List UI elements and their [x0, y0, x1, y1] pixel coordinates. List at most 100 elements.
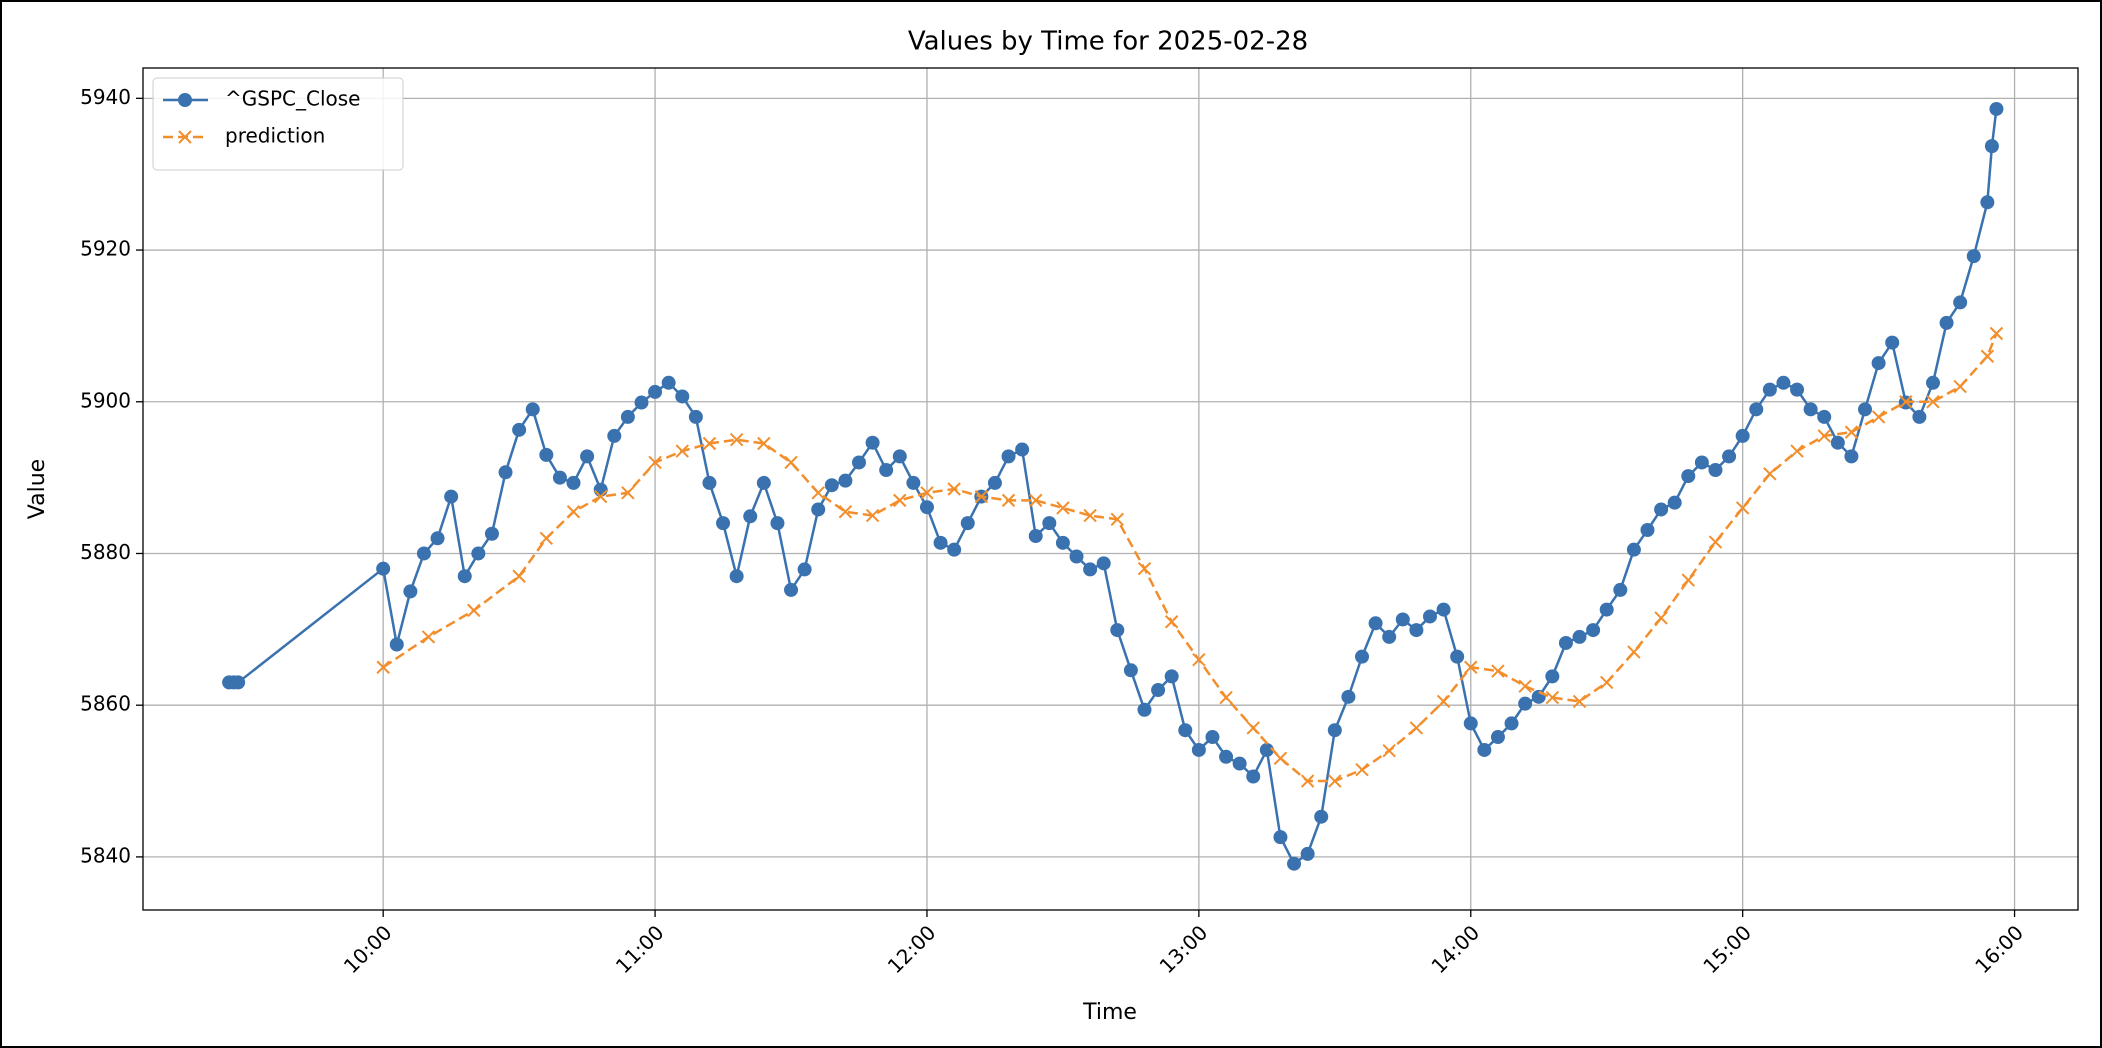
- data-point: [1164, 669, 1179, 684]
- data-point: [525, 402, 540, 417]
- data-point: [1300, 774, 1315, 788]
- data-point: [607, 428, 622, 443]
- data-point: [1273, 751, 1288, 765]
- data-point: [552, 470, 567, 485]
- data-point: [1681, 469, 1696, 484]
- data-point: [947, 542, 962, 557]
- data-point: [1137, 561, 1152, 576]
- data-point: [797, 562, 812, 577]
- data-point: [1518, 679, 1532, 693]
- data-point: [1096, 556, 1111, 571]
- data-point: [539, 531, 554, 546]
- data-point: [1001, 449, 1016, 464]
- data-point: [1137, 702, 1152, 717]
- y-axis-label: Value: [25, 459, 50, 519]
- data-point: [1490, 730, 1505, 745]
- data-point: [1694, 455, 1709, 470]
- data-point: [430, 531, 445, 546]
- data-point: [648, 384, 663, 399]
- data-point: [1817, 429, 1831, 443]
- data-point: [1885, 335, 1900, 350]
- data-point: [1055, 535, 1070, 550]
- data-point: [702, 475, 717, 490]
- legend-marker: [178, 130, 192, 144]
- data-point: [471, 546, 486, 561]
- data-point: [1355, 762, 1369, 777]
- data-point: [865, 435, 880, 450]
- data-point: [1192, 652, 1206, 667]
- data-point: [1368, 616, 1383, 631]
- data-point: [879, 463, 894, 478]
- data-point: [1450, 649, 1465, 664]
- data-point: [1871, 410, 1886, 424]
- data-point: [1572, 629, 1587, 644]
- data-point: [512, 569, 526, 583]
- data-point: [675, 444, 689, 458]
- data-point: [1980, 195, 1995, 210]
- data-point: [757, 436, 771, 451]
- data-point: [1219, 749, 1234, 764]
- y-tick-label: 5940: [80, 85, 131, 109]
- data-point: [1042, 516, 1057, 531]
- data-point: [1463, 716, 1478, 731]
- data-point: [457, 569, 472, 584]
- data-point: [729, 432, 744, 447]
- data-point: [512, 422, 527, 437]
- data-point: [1300, 846, 1315, 861]
- data-point: [1763, 467, 1777, 481]
- data-point: [1722, 449, 1737, 464]
- data-point: [1817, 409, 1832, 424]
- data-point: [811, 502, 826, 517]
- data-point: [1640, 522, 1655, 537]
- data-point: [1654, 502, 1669, 517]
- data-point: [1790, 382, 1805, 397]
- data-point: [1355, 649, 1370, 664]
- data-point: [974, 489, 989, 504]
- data-point: [838, 473, 853, 488]
- data-point: [675, 389, 690, 404]
- data-point: [987, 475, 1002, 490]
- data-point: [566, 475, 581, 490]
- data-point: [621, 486, 635, 500]
- data-point: [1627, 645, 1641, 659]
- data-point: [1830, 435, 1845, 450]
- data-point: [729, 569, 744, 584]
- data-point: [1464, 660, 1478, 674]
- data-point: [1708, 463, 1723, 478]
- data-point: [1232, 756, 1247, 771]
- data-point: [702, 436, 717, 451]
- data-point: [1871, 356, 1886, 371]
- data-point: [1178, 723, 1193, 738]
- data-point: [688, 409, 703, 424]
- data-point: [1599, 602, 1614, 617]
- y-tick-label: 5900: [80, 388, 131, 412]
- y-tick-label: 5880: [80, 540, 131, 564]
- data-point: [1989, 101, 2004, 116]
- data-point: [933, 535, 948, 550]
- data-point: [661, 375, 676, 390]
- data-point: [1953, 295, 1968, 310]
- data-point: [539, 447, 554, 462]
- data-point: [1273, 830, 1288, 845]
- data-point: [1966, 249, 1981, 264]
- chart-title: Values by Time for 2025-02-28: [908, 27, 1308, 57]
- data-point: [1382, 743, 1396, 758]
- legend-label: ^GSPC_Close: [225, 87, 360, 111]
- data-point: [1762, 382, 1777, 397]
- data-point: [919, 500, 934, 515]
- data-point: [1844, 425, 1859, 439]
- data-point: [389, 637, 404, 652]
- data-point: [1205, 730, 1220, 745]
- data-point: [1803, 402, 1818, 417]
- data-point: [1708, 535, 1723, 549]
- data-point: [1287, 856, 1302, 871]
- data-point: [1328, 774, 1342, 788]
- data-point: [1069, 549, 1084, 564]
- plot-frame: [142, 67, 2079, 911]
- data-point: [784, 582, 799, 597]
- data-point: [1926, 395, 1940, 409]
- data-point: [1667, 495, 1682, 510]
- data-point: [1436, 694, 1451, 709]
- data-point: [1899, 395, 1913, 409]
